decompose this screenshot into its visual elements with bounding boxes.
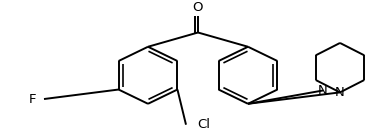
Text: N: N (318, 84, 328, 97)
Text: F: F (29, 93, 36, 106)
Text: Cl: Cl (197, 118, 210, 131)
Text: O: O (193, 1, 203, 14)
Text: N: N (335, 86, 345, 99)
